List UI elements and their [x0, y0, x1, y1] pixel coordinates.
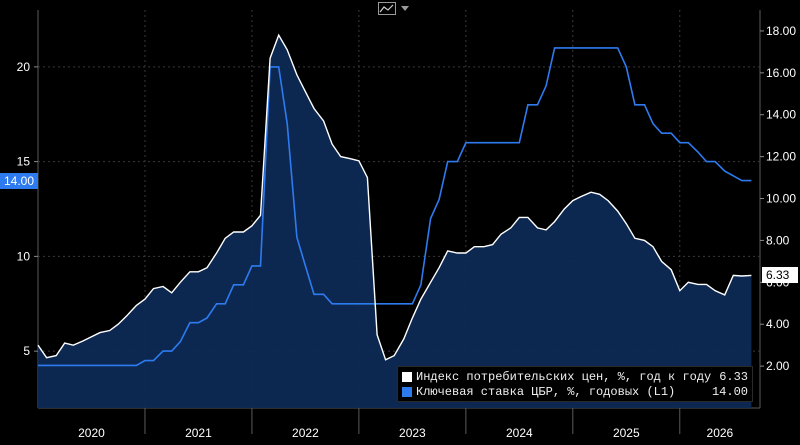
left-tick-label: 20 — [17, 60, 31, 74]
left-tick-label: 10 — [17, 249, 31, 263]
x-tick-label: 2025 — [613, 426, 640, 440]
x-tick-label: 2024 — [506, 426, 533, 440]
legend-label: Ключевая ставка ЦБР, %, годовых (L1) — [416, 384, 676, 399]
caret-down-icon — [401, 6, 409, 11]
right-tick-label: 12.00 — [766, 150, 796, 164]
key-rate-line — [38, 47, 752, 367]
x-tick-label: 2020 — [78, 426, 105, 440]
right-tick-label: 4.00 — [766, 317, 790, 331]
cpi-last-value-badge: 6.33 — [762, 267, 798, 283]
right-tick-label: 14.00 — [766, 108, 796, 122]
right-tick-label: 10.00 — [766, 192, 796, 206]
right-tick-label: 16.00 — [766, 66, 796, 80]
x-tick-label: 2023 — [399, 426, 426, 440]
legend-item-cpi: Индекс потребительских цен, %, год к год… — [402, 369, 748, 384]
x-tick-label: 2026 — [707, 426, 734, 440]
right-tick-label: 18.00 — [766, 24, 796, 38]
rate-swatch — [402, 386, 412, 397]
x-tick-label: 2021 — [185, 426, 212, 440]
legend-label: Индекс потребительских цен, %, год к год… — [416, 369, 713, 384]
legend-item-rate: Ключевая ставка ЦБР, %, годовых (L1) 14.… — [402, 384, 748, 399]
line-chart-icon — [378, 2, 396, 15]
cpi-swatch — [402, 371, 412, 382]
legend-value: 14.00 — [711, 384, 748, 399]
rate-last-value-badge: 14.00 — [0, 173, 38, 189]
left-tick-label: 5 — [23, 344, 30, 358]
right-tick-label: 8.00 — [766, 233, 790, 247]
cpi-line — [37, 33, 752, 361]
cpi-area — [38, 35, 752, 408]
legend: Индекс потребительских цен, %, год к год… — [397, 366, 753, 402]
left-tick-label: 15 — [17, 155, 31, 169]
x-tick-label: 2022 — [292, 426, 319, 440]
chart-type-button[interactable] — [378, 1, 412, 17]
right-tick-label: 2.00 — [766, 359, 790, 373]
legend-value: 6.33 — [719, 369, 748, 384]
